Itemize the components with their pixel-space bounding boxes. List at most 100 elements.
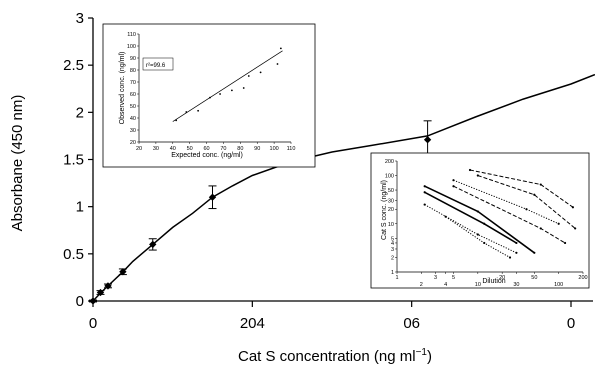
inset-linearity-point bbox=[219, 93, 221, 95]
inset-dilution-y-label: Cat S conc. (ng/ml) bbox=[381, 180, 388, 240]
inset-dilution-point bbox=[423, 185, 426, 188]
inset-linearity-point bbox=[185, 111, 188, 113]
inset-linearity-point bbox=[197, 109, 200, 112]
inset-dilution-point bbox=[525, 208, 528, 211]
inset-dilution-y-tick-label: 5 bbox=[391, 236, 394, 242]
inset-dilution-point bbox=[508, 256, 512, 259]
inset-linearity-y-tick-label: 60 bbox=[130, 92, 136, 98]
main-y-axis-label: Absorbane (450 nm) bbox=[9, 95, 26, 232]
inset-dilution-x-label: Dilution bbox=[482, 278, 505, 285]
inset-linearity-x-tick-label: 90 bbox=[254, 146, 260, 152]
inset-dilution-y-tick-label: 2 bbox=[391, 255, 394, 261]
inset-linearity-point bbox=[259, 71, 262, 74]
inset-linearity-point bbox=[242, 87, 245, 89]
main-x-axis-label-main: Cat S concentration (ng ml bbox=[238, 348, 416, 365]
main-x-tick-label: 0 bbox=[89, 315, 97, 332]
main-x-tick-label: 06 bbox=[403, 315, 420, 332]
inset-dilution-y-tick-label: 1 bbox=[391, 270, 394, 276]
inset-dilution-point bbox=[476, 174, 479, 177]
inset-linearity-y-tick-label: 50 bbox=[130, 104, 136, 110]
inset-dilution-x-tick-label: 5 bbox=[452, 275, 455, 281]
inset-dilution-x-tick-label: 1 bbox=[395, 275, 398, 281]
inset-linearity-frame bbox=[102, 23, 316, 168]
inset-linearity-body: 20 30 40 50 60 70 80 90 100 110 20 30 40 50 60 70 80 90 10… bbox=[127, 32, 296, 152]
main-y-tick-label: 1 bbox=[76, 199, 84, 216]
inset-dilution-x-tick-label: 100 bbox=[554, 282, 563, 288]
inset-dilution-y-tick-label: 100 bbox=[385, 174, 394, 180]
inset-linearity-x-tick-label: 20 bbox=[136, 146, 142, 152]
inset-linearity-x-tick-label: 30 bbox=[153, 146, 159, 152]
inset-dilution-point bbox=[452, 185, 455, 188]
inset-linearity-y-tick-label: 90 bbox=[130, 56, 136, 62]
inset-dilution-point bbox=[539, 183, 542, 186]
inset-linearity-y-tick-label: 30 bbox=[130, 128, 136, 134]
main-data-point bbox=[208, 193, 217, 201]
main-y-tick-label: 2 bbox=[76, 104, 84, 121]
inset-dilution-point bbox=[533, 251, 536, 254]
inset-linearity-y-tick-label: 80 bbox=[130, 68, 136, 74]
inset-dilution-y-tick-label: 200 bbox=[385, 159, 394, 165]
inset-linearity-point bbox=[175, 119, 178, 122]
inset-dilution-x-tick-label: 30 bbox=[513, 282, 519, 288]
inset-linearity-x-tick-label: 60 bbox=[203, 146, 209, 152]
main-y-tick-label: 0 bbox=[76, 293, 84, 310]
inset-linearity-legend: r²=99.6 bbox=[146, 63, 166, 69]
inset-dilution-x-tick-label: 20 bbox=[499, 275, 505, 281]
main-y-tick-label: 2.5 bbox=[63, 57, 84, 74]
inset-dilution-x-tick-label: 200 bbox=[578, 275, 587, 281]
inset-dilution-point bbox=[533, 193, 536, 196]
inset-linearity-y-tick-label: 40 bbox=[130, 116, 136, 122]
inset-dilution-point bbox=[483, 241, 486, 245]
inset-linearity-y-label: Observed conc. (ng/ml) bbox=[119, 52, 126, 125]
inset-dilution-point bbox=[571, 206, 575, 209]
inset-linearity-x-tick-label: 100 bbox=[270, 146, 279, 152]
main-x-axis-label-close: ) bbox=[427, 348, 432, 365]
inset-linearity-point bbox=[279, 47, 282, 50]
inset-linearity-x-tick-label: 70 bbox=[220, 146, 226, 152]
inset-dilution-x-tick-label: 10 bbox=[475, 282, 481, 288]
inset-dilution-x-tick-label: 2 bbox=[420, 282, 423, 288]
main-data-point bbox=[423, 136, 432, 144]
inset-linearity-x-tick-label: 80 bbox=[237, 146, 243, 152]
inset-linearity-legend-box bbox=[142, 57, 174, 71]
inset-dilution-x-tick-label: 3 bbox=[434, 275, 437, 281]
inset-linearity-y-tick-label: 70 bbox=[130, 80, 136, 86]
inset-dilution-point bbox=[563, 241, 567, 245]
inset-dilution-y-tick-label: 50 bbox=[388, 188, 394, 194]
inset-dilution-point bbox=[483, 222, 486, 225]
inset-dilution-series-line bbox=[424, 204, 517, 254]
inset-linearity-y-tick-label: 100 bbox=[127, 44, 136, 50]
inset-dilution-point bbox=[515, 241, 518, 245]
main-x-tick-label: 204 bbox=[240, 315, 265, 332]
inset-dilution-x-tick-label: 50 bbox=[531, 275, 537, 281]
inset-linearity-fit-line bbox=[172, 50, 283, 122]
inset-dilution-point bbox=[539, 227, 542, 230]
inset-dilution-frame bbox=[370, 152, 590, 289]
inset-dilution-y-tick-label: 30 bbox=[388, 199, 394, 205]
main-x-axis-label-superscript: −1 bbox=[416, 347, 428, 358]
main-y-tick-label: 1.5 bbox=[63, 152, 84, 169]
main-axes bbox=[88, 17, 593, 307]
inset-dilution-y-tick-label: 20 bbox=[388, 207, 394, 213]
inset-dilution-point bbox=[515, 251, 518, 254]
inset-linearity-point bbox=[209, 96, 211, 99]
inset-dilution-point bbox=[423, 191, 426, 194]
inset-linearity-x-tick-label: 50 bbox=[187, 146, 193, 152]
inset-dilution-point bbox=[574, 227, 577, 230]
inset-dilution-point bbox=[557, 222, 560, 225]
main-data-point bbox=[89, 297, 97, 305]
main-tick-labels: 00.511.522.530 204 06 0 bbox=[63, 10, 575, 332]
inset-dilution-point bbox=[444, 215, 447, 218]
inset-dilution-y-tick-label: 4 bbox=[391, 241, 394, 247]
main-y-tick-label: 3 bbox=[76, 10, 84, 27]
inset-linearity-y-tick-label: 20 bbox=[130, 140, 136, 146]
inset-linearity-x-tick-label: 110 bbox=[287, 146, 296, 152]
inset-dilution-series-line bbox=[477, 175, 576, 229]
main-y-tick-label: 0.5 bbox=[63, 246, 84, 263]
inset-linearity-plot: 20 30 40 50 60 70 80 90 100 110 20 30 40 50 60 70 80 90 10… bbox=[102, 23, 316, 168]
inset-linearity-point bbox=[230, 89, 233, 92]
